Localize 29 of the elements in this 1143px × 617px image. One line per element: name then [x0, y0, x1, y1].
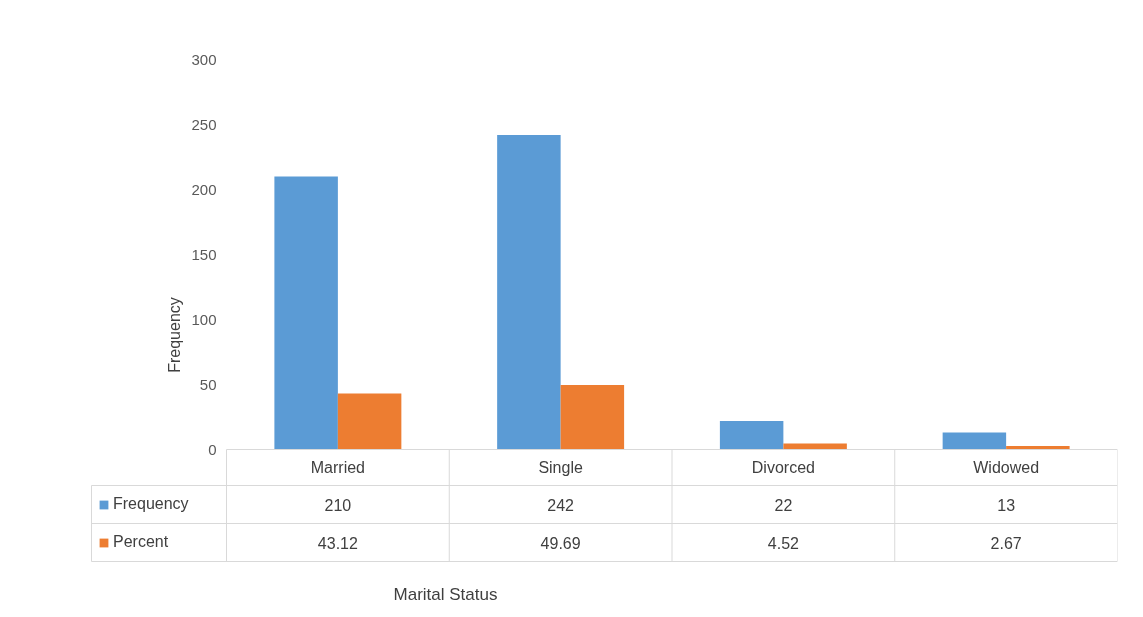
y-tick-label: 100 — [191, 310, 217, 328]
y-tick-label: 150 — [191, 245, 217, 263]
x-tick-label: Single — [538, 459, 583, 476]
legend-label: Frequency — [113, 494, 189, 514]
data-label: 2.67 — [990, 534, 1022, 552]
y-tick-label: 0 — [208, 440, 217, 458]
y-tick-label: 250 — [191, 115, 217, 133]
data-label: 4.52 — [767, 534, 800, 552]
bar — [719, 420, 784, 450]
data-label: 43.12 — [317, 534, 358, 552]
y-tick-label: 50 — [199, 375, 217, 393]
bar — [497, 134, 561, 450]
y-tick-label: 200 — [191, 180, 217, 198]
bar — [942, 432, 1007, 450]
data-label: 13 — [997, 496, 1016, 514]
bar — [274, 176, 338, 450]
legend-label: Percent — [113, 532, 169, 552]
x-tick-label: Divorced — [751, 459, 815, 476]
text: Marital Status — [393, 585, 498, 604]
bar — [560, 384, 625, 450]
x-tick-label: Married — [310, 459, 365, 476]
y-tick-label: 300 — [191, 50, 217, 68]
data-label: 210 — [324, 496, 352, 514]
data-label: 242 — [547, 496, 575, 514]
bar — [337, 393, 402, 450]
data-label: 49.69 — [540, 534, 581, 552]
x-tick-label: Widowed — [973, 459, 1040, 476]
y-axis-title: Frequency — [166, 297, 184, 373]
data-label: 22 — [774, 496, 793, 514]
